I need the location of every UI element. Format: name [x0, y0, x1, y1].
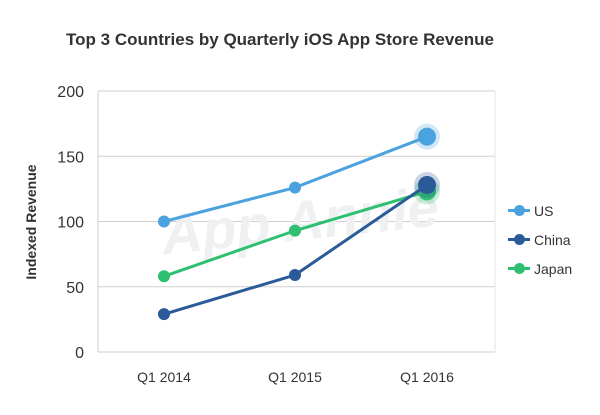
y-tick-label: 50 — [66, 280, 84, 297]
data-point-us — [418, 127, 436, 146]
chart-title: Top 3 Countries by Quarterly iOS App Sto… — [66, 30, 494, 49]
x-tick-label: Q1 2015 — [268, 369, 322, 385]
legend-item-japan[interactable]: Japan — [508, 254, 572, 283]
legend-label: US — [534, 202, 554, 219]
legend-swatch-icon — [508, 263, 530, 274]
legend-label: China — [534, 231, 571, 248]
data-point-china — [289, 269, 301, 282]
y-tick-label: 150 — [57, 149, 84, 166]
data-point-japan — [158, 270, 170, 283]
data-point-japan — [289, 224, 301, 237]
data-point-us — [289, 181, 301, 194]
data-point-china — [158, 308, 170, 321]
x-tick-label: Q1 2014 — [137, 369, 191, 385]
legend-item-us[interactable]: US — [508, 196, 572, 225]
data-point-china — [418, 175, 436, 194]
y-tick-label: 100 — [57, 215, 84, 232]
legend-swatch-icon — [508, 205, 530, 216]
data-point-us — [158, 215, 170, 228]
y-tick-label: 0 — [75, 345, 84, 362]
y-tick-label: 200 — [57, 84, 84, 101]
y-axis-label: Indexed Revenue — [23, 164, 39, 279]
legend: US China Japan — [508, 196, 572, 283]
x-tick-label: Q1 2016 — [400, 369, 454, 385]
legend-label: Japan — [534, 260, 573, 277]
legend-item-china[interactable]: China — [508, 225, 572, 254]
legend-swatch-icon — [508, 234, 530, 245]
